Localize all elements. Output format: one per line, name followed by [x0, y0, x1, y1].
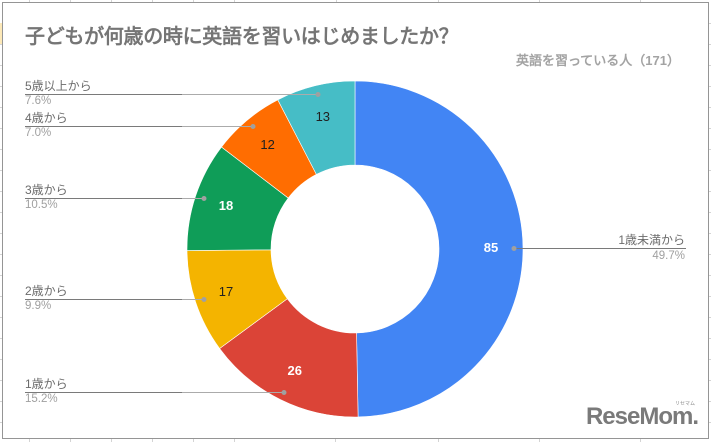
slice-value-label: 12 [260, 136, 275, 152]
chart-subtitle: 英語を習っている人（171） [515, 53, 680, 68]
category-label-3: 3歳から [25, 183, 68, 197]
watermark-kana: リセマム [674, 401, 695, 407]
percentage-label-3: 10.5% [25, 199, 58, 211]
slice-value-label: 18 [218, 198, 234, 214]
resemom-logo: ReseMom. [585, 403, 699, 430]
percentage-label-4: 7.0% [25, 127, 52, 139]
highlighted-cell-edge [0, 23, 2, 44]
category-label-4: 4歳から [25, 111, 68, 125]
percentage-label-under-1: 49.7% [652, 250, 685, 262]
slice-value-label: 26 [287, 362, 302, 378]
category-label-1: 1歳から [25, 377, 68, 391]
slice-value-label: 85 [483, 239, 499, 255]
chart-title: 子どもが何歳の時に英語を習いはじめましたか？ [25, 26, 459, 48]
donut-slice [277, 80, 356, 175]
percentage-label-5-plus: 7.6% [25, 95, 52, 107]
percentage-label-2: 9.9% [25, 300, 52, 312]
donut-slices [186, 80, 524, 418]
donut-slice [354, 80, 524, 418]
category-label-2: 2歳から [25, 284, 68, 298]
category-label-5-plus: 5歳以上から [25, 79, 92, 93]
percentage-label-1: 15.2% [25, 393, 58, 405]
slice-value-label: 13 [315, 108, 331, 124]
slice-value-label: 17 [218, 283, 234, 299]
leader-lines [25, 92, 686, 395]
category-label-under-1: 1歳未満から [618, 233, 685, 247]
